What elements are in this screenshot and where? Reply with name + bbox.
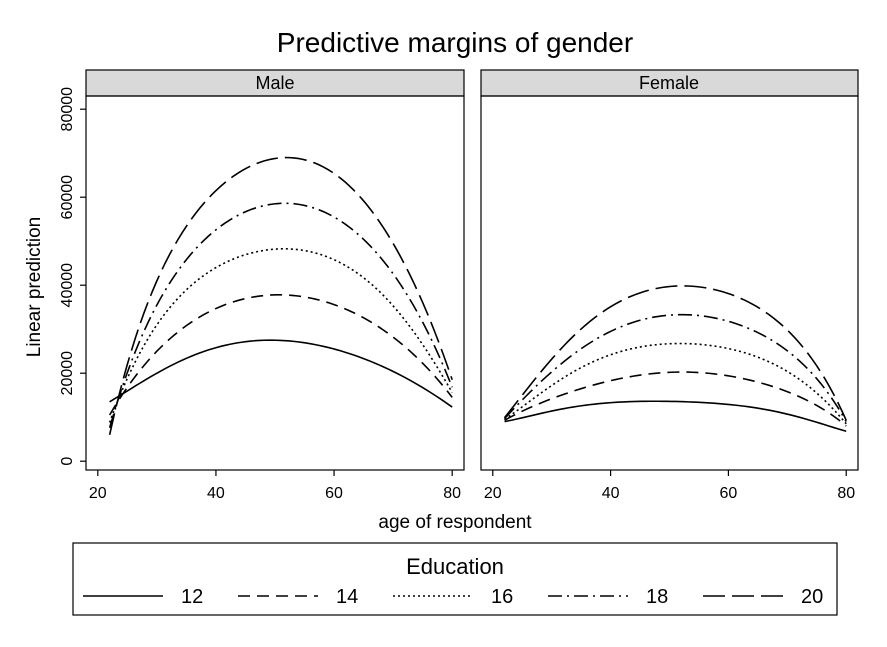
legend-label-16: 16 xyxy=(491,586,513,608)
x-tick-label: 80 xyxy=(443,485,461,502)
panel-male: Male xyxy=(85,69,465,471)
y-tick-label: 80000 xyxy=(59,87,76,132)
legend: Education 12 14 16 18 20 xyxy=(72,542,838,616)
y-axis: 0 20000 40000 60000 80000 xyxy=(59,87,86,466)
strip-male xyxy=(85,69,465,97)
legend-label-12: 12 xyxy=(181,586,203,608)
x-tick-label: 20 xyxy=(89,485,107,502)
x-tick-label: 40 xyxy=(207,485,225,502)
x-tick-label: 80 xyxy=(837,485,855,502)
series-line-female-18 xyxy=(503,313,847,422)
series-line-female-16 xyxy=(504,342,847,425)
x-axis-male: 20 40 60 80 xyxy=(89,470,461,502)
plot-frame-male xyxy=(85,95,465,471)
x-tick-label: 60 xyxy=(720,485,738,502)
y-tick-label: 40000 xyxy=(59,263,76,308)
series-line-male-12 xyxy=(109,339,453,408)
legend-label-20: 20 xyxy=(801,586,823,608)
strip-label-male: Male xyxy=(255,73,294,93)
series-line-male-16 xyxy=(108,248,453,423)
legend-label-18: 18 xyxy=(646,586,668,608)
legend-label-14: 14 xyxy=(336,586,358,608)
strip-label-female: Female xyxy=(639,73,699,93)
legend-items: 12 14 16 18 20 xyxy=(83,586,823,608)
y-tick-label: 20000 xyxy=(59,351,76,396)
y-tick-label: 0 xyxy=(59,457,76,466)
x-tick-label: 40 xyxy=(602,485,620,502)
x-tick-label: 20 xyxy=(484,485,502,502)
y-axis-title: Linear prediction xyxy=(24,217,45,357)
x-axis-female: 20 40 60 80 xyxy=(484,470,855,502)
legend-box xyxy=(72,542,838,616)
lines-female xyxy=(503,285,847,433)
lines-male xyxy=(108,156,453,435)
chart-title: Predictive margins of gender xyxy=(277,27,633,58)
series-line-female-20 xyxy=(503,285,847,421)
series-line-male-14 xyxy=(108,294,453,416)
legend-title: Education xyxy=(406,554,504,579)
panel-female: Female xyxy=(480,69,859,471)
series-line-female-12 xyxy=(504,400,847,433)
series-line-male-18 xyxy=(108,202,453,428)
x-axis-title: age of respondent xyxy=(378,512,532,533)
plot-frame-female xyxy=(480,95,859,471)
series-line-male-20 xyxy=(108,156,453,435)
y-tick-label: 60000 xyxy=(59,175,76,220)
series-line-female-14 xyxy=(504,371,847,427)
x-tick-label: 60 xyxy=(325,485,343,502)
strip-female xyxy=(480,69,859,97)
